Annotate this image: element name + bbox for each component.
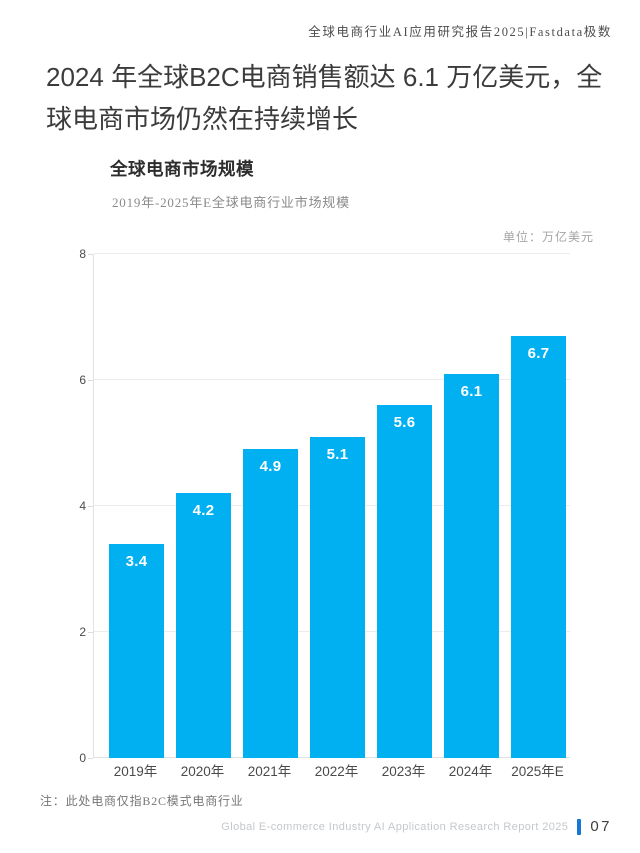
- gridline: [94, 253, 570, 254]
- chart-bar: 5.1: [310, 436, 365, 758]
- y-axis-tick: [88, 632, 93, 633]
- chart-unit-label: 单位：万亿美元: [502, 230, 594, 244]
- gridline: [94, 379, 570, 380]
- y-axis-tick: [88, 758, 93, 759]
- bar-value-label: 5.1: [326, 445, 349, 463]
- y-axis-label: 8: [79, 247, 86, 261]
- x-axis-label: 2021年: [247, 764, 292, 779]
- footer-page-number: 07: [590, 818, 612, 835]
- y-axis-label: 2: [79, 625, 86, 639]
- y-axis-label: 6: [79, 373, 86, 387]
- chart-subtitle: 2019年-2025年E全球电商行业市场规模: [112, 195, 350, 210]
- chart-note: 注：此处电商仅指B2C模式电商行业: [40, 794, 244, 808]
- chart-bar: 4.9: [243, 449, 298, 758]
- x-axis-label: 2024年: [448, 764, 493, 779]
- bar-value-label: 6.7: [527, 344, 550, 362]
- chart-bar: 6.7: [511, 335, 566, 758]
- y-axis-label: 4: [79, 499, 86, 513]
- bar-value-label: 5.6: [393, 414, 416, 432]
- x-axis-label: 2019年: [113, 764, 158, 779]
- y-axis-tick: [88, 506, 93, 507]
- footer-report-name: Global E-commerce Industry AI Applicatio…: [221, 820, 569, 833]
- bar-value-label: 4.2: [192, 502, 215, 520]
- report-header-title: 全球电商行业AI应用研究报告2025|Fastdata极数: [308, 25, 612, 39]
- page-footer: Global E-commerce Industry AI Applicatio…: [221, 818, 612, 835]
- x-axis-label: 2023年: [381, 764, 426, 779]
- y-axis-tick: [88, 380, 93, 381]
- bar-value-label: 6.1: [460, 382, 483, 400]
- y-axis-label: 0: [79, 751, 86, 765]
- x-axis-label: 2025年E: [511, 764, 564, 779]
- x-axis-label: 2020年: [180, 764, 225, 779]
- page-title: 2024 年全球B2C电商销售额达 6.1 万亿美元，全球电商市场仍然在持续增长: [46, 62, 603, 134]
- chart-bar: 4.2: [176, 493, 231, 758]
- chart-bar: 5.6: [377, 405, 432, 758]
- chart-title: 全球电商市场规模: [110, 159, 254, 179]
- x-axis-label: 2022年: [314, 764, 359, 779]
- y-axis-tick: [88, 254, 93, 255]
- footer-accent-bar: [577, 818, 582, 835]
- bar-value-label: 4.9: [259, 458, 282, 476]
- plot-area: 3.4 4.2 4.9 5.1 5.6 6.1 6.7: [93, 253, 570, 758]
- chart-bar: 6.1: [444, 373, 499, 758]
- bar-value-label: 3.4: [125, 552, 148, 570]
- chart-bar: 3.4: [109, 543, 164, 758]
